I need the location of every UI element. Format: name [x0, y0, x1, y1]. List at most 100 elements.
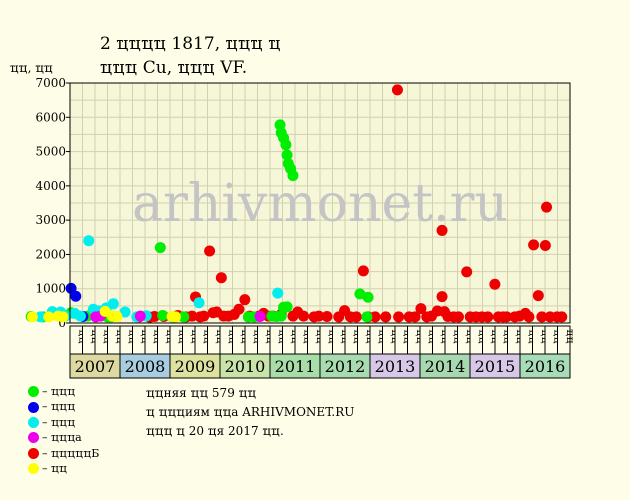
- data-point: [111, 310, 123, 322]
- legend-label: – ҵҵҵа: [42, 431, 82, 445]
- data-point: [154, 242, 166, 254]
- legend-label: – ҵҵҵ: [42, 400, 76, 414]
- year-cell: [219, 353, 271, 379]
- quarter-label: ҵҵ: [301, 329, 312, 344]
- data-point: [204, 245, 216, 257]
- quarter-label: ҵҵ: [376, 329, 387, 344]
- legend-dot-icon: [28, 432, 39, 444]
- legend-dot-icon: [28, 386, 39, 398]
- quarter-label: ҵҵ: [539, 329, 550, 344]
- y-tick-label: 3000: [35, 213, 66, 227]
- year-label: 2011: [275, 357, 316, 376]
- data-point: [321, 310, 333, 322]
- data-point: [415, 303, 427, 315]
- data-point: [369, 311, 381, 323]
- quarter-label: ҵҵ: [76, 329, 87, 344]
- data-point: [280, 139, 292, 151]
- data-point: [541, 201, 553, 213]
- quarter-label: ҵҵ: [551, 329, 562, 344]
- y-tick-label: 2000: [35, 247, 66, 261]
- quarter-label: ҵҵ: [114, 329, 125, 344]
- legend-dot-icon: [28, 463, 39, 475]
- data-point: [391, 84, 403, 96]
- data-point: [239, 294, 251, 306]
- year-label: 2016: [525, 357, 566, 376]
- quarter-label: ҵҵ: [264, 329, 275, 344]
- data-point: [35, 311, 47, 323]
- data-point: [275, 310, 287, 322]
- chart-title: 2 ҵҵҵҵ 1817, ҵҵҵ ҵ ҵҵҵ Cu, ҵҵҵ VF.: [100, 32, 281, 80]
- quarter-label: ҵҵ: [164, 329, 175, 344]
- y-tick-label: 4000: [35, 179, 66, 193]
- data-point: [254, 310, 266, 322]
- legend-label: – ҵҵҵҵҵБ: [42, 446, 100, 460]
- data-point: [26, 311, 38, 323]
- quarter-label: ҵҵ: [439, 329, 450, 344]
- data-point: [298, 310, 310, 322]
- year-label: 2009: [175, 357, 216, 376]
- chart-title-line1: 2 ҵҵҵҵ 1817, ҵҵҵ ҵ: [100, 34, 281, 54]
- quarter-label: ҵҵ: [276, 329, 287, 344]
- data-point: [107, 298, 119, 310]
- legend-item: – ҵҵҵҵҵБ: [28, 446, 99, 461]
- quarter-label: ҵҵ: [239, 329, 250, 344]
- data-point: [119, 306, 131, 318]
- data-point: [461, 266, 473, 278]
- quarter-label: ҵҵ: [126, 329, 137, 344]
- data-point: [134, 310, 146, 322]
- data-point: [157, 309, 169, 321]
- data-point: [43, 311, 55, 323]
- legend-item: – ҵҵ: [28, 461, 99, 476]
- quarter-label: ҵҵ: [464, 329, 475, 344]
- data-point: [70, 290, 82, 302]
- quarter-label: ҵҵ: [401, 329, 412, 344]
- legend-dot-icon: [28, 416, 39, 428]
- year-cell: [269, 353, 321, 379]
- data-point: [74, 310, 86, 322]
- quarter-label: ҵҵ: [526, 329, 537, 344]
- quarter-label: ҵҵ: [251, 329, 262, 344]
- data-point: [556, 311, 568, 323]
- quarter-label: ҵҵ: [476, 329, 487, 344]
- quarter-label: ҵҵ: [89, 329, 100, 344]
- y-tick-label: 0: [58, 316, 66, 330]
- quarter-label: ҵҵ: [226, 329, 237, 344]
- quarter-label: ҵҵ: [214, 329, 225, 344]
- year-label: 2010: [225, 357, 266, 376]
- quarter-label: ҵҵ: [289, 329, 300, 344]
- year-label: 2012: [325, 357, 366, 376]
- data-point: [452, 311, 464, 323]
- quarter-label: ҵҵ: [339, 329, 350, 344]
- data-point: [489, 278, 501, 290]
- data-point: [536, 311, 548, 323]
- watermark: arhivmonet.ru: [132, 174, 508, 234]
- legend-item: – ҵҵҵ: [28, 415, 99, 430]
- year-cell: [419, 353, 471, 379]
- legend-item: – ҵҵҵ: [28, 399, 99, 414]
- data-point: [233, 303, 245, 315]
- year-label: 2008: [125, 357, 166, 376]
- quarter-label: ҵҵ: [176, 329, 187, 344]
- data-point: [357, 265, 369, 277]
- year-label: 2013: [375, 357, 416, 376]
- quarter-label: ҵҵ: [101, 329, 112, 344]
- data-point: [393, 311, 405, 323]
- y-tick-label: 7000: [35, 76, 66, 90]
- legend-item: – ҵҵҵ: [28, 384, 99, 399]
- quarter-label: ҵҵ: [151, 329, 162, 344]
- data-point: [281, 301, 293, 313]
- note-count: ҵҵняя ҵҵ 579 ҵҵ: [146, 386, 257, 400]
- y-tick-label: 5000: [35, 145, 66, 159]
- year-cell: [169, 353, 221, 379]
- legend-label: – ҵҵҵ: [42, 385, 76, 398]
- quarter-label: ҵҵ: [414, 329, 425, 344]
- data-point: [354, 288, 366, 300]
- data-point: [170, 311, 182, 323]
- data-point: [281, 149, 293, 161]
- legend-label: – ҵҵҵ: [42, 415, 76, 429]
- plot-frame: [69, 82, 571, 324]
- quarter-label: ҵҵ: [426, 329, 437, 344]
- y-tick-label: 1000: [35, 282, 66, 296]
- data-point: [313, 310, 325, 322]
- data-point: [272, 287, 284, 299]
